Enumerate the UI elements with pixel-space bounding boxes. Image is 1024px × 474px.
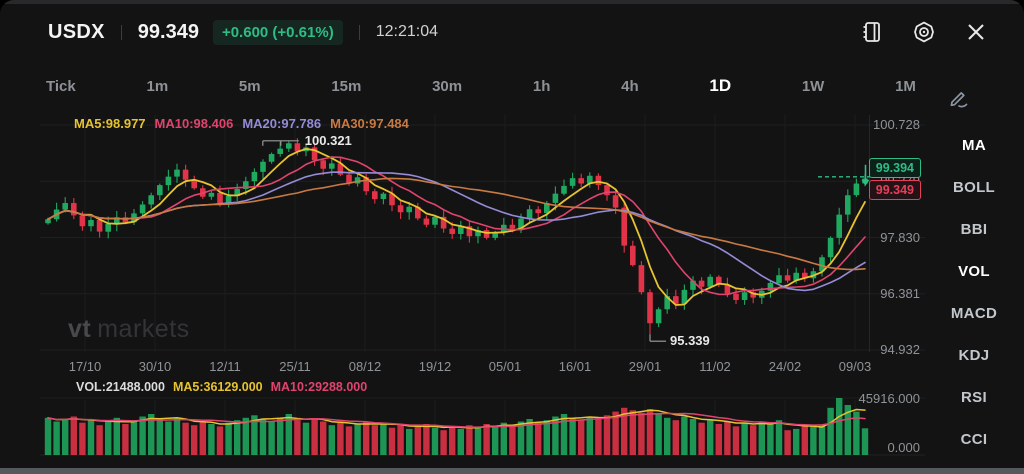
date-tick: 16/01 xyxy=(558,359,592,374)
tab-1h[interactable]: 1h xyxy=(532,77,551,95)
last-price: 99.349 xyxy=(137,20,199,43)
svg-text:95.339: 95.339 xyxy=(670,333,710,348)
date-tick: 05/01 xyxy=(488,359,522,374)
vol-ma10-value: MA10:29288.000 xyxy=(270,380,368,394)
price-axis-label: 96.381 xyxy=(880,286,920,301)
sidebar-item-boll[interactable]: BOLL xyxy=(952,178,996,196)
date-tick: 19/12 xyxy=(418,359,452,374)
tab-tick[interactable]: Tick xyxy=(46,77,76,95)
journal-icon[interactable] xyxy=(860,20,884,44)
tab-1m[interactable]: 1M xyxy=(895,77,916,95)
server-time: 12:21:04 xyxy=(375,23,438,40)
tab-1w[interactable]: 1W xyxy=(801,77,825,95)
sidebar-item-bbi[interactable]: BBI xyxy=(960,220,988,238)
window-bottom-edge xyxy=(0,468,1024,474)
settings-icon[interactable] xyxy=(912,20,936,44)
tab-5m[interactable]: 5m xyxy=(238,77,261,95)
date-tick: 29/01 xyxy=(628,359,662,374)
price-axis-label: 97.830 xyxy=(880,230,920,245)
vt-markets-watermark: vt markets xyxy=(68,315,190,343)
pencil-draw-icon[interactable] xyxy=(946,86,970,110)
sidebar-item-kdj[interactable]: KDJ xyxy=(958,346,990,364)
date-tick: 25/11 xyxy=(279,359,311,374)
volume-axis-max: 45916.000 xyxy=(858,391,920,406)
date-tick: 12/11 xyxy=(209,359,241,374)
date-tick: 08/12 xyxy=(348,359,382,374)
ma-legend: MA5:98.977 MA10:98.406 MA20:97.786 MA30:… xyxy=(74,116,409,131)
price-change-badge: +0.600 (+0.61%) xyxy=(212,19,343,45)
tab-30m[interactable]: 30m xyxy=(432,77,463,95)
vol-value: VOL:21488.000 xyxy=(76,380,165,394)
ma30-value: MA30:97.484 xyxy=(330,116,409,131)
ma10-value: MA10:98.406 xyxy=(154,116,234,131)
indicator-sidebar: MA BOLL BBI VOL MACD KDJ RSI CCI xyxy=(928,124,1020,460)
date-tick: 17/10 xyxy=(68,359,102,374)
divider xyxy=(120,24,122,40)
svg-text:100.321: 100.321 xyxy=(305,133,352,148)
vol-ma5-value: MA5:36129.000 xyxy=(172,380,263,394)
divider xyxy=(358,24,360,40)
date-tick: 09/03 xyxy=(838,359,872,374)
header-bar: USDX 99.349 +0.600 (+0.61%) 12:21:04 xyxy=(0,10,1024,54)
tab-1m[interactable]: 1m xyxy=(146,77,169,95)
last-price-badge: 99.394 xyxy=(868,158,921,178)
symbol-title: USDX xyxy=(48,20,105,43)
timeframe-tabs: Tick 1m 5m 15m 30m 1h 4h 1D 1W 1M xyxy=(42,74,920,98)
sidebar-item-cci[interactable]: CCI xyxy=(960,430,988,448)
sidebar-item-rsi[interactable]: RSI xyxy=(961,388,987,406)
sidebar-item-ma[interactable]: MA xyxy=(962,136,986,154)
price-axis-label: 94.932 xyxy=(880,342,920,357)
tab-15m[interactable]: 15m xyxy=(331,77,362,95)
close-icon[interactable] xyxy=(964,20,988,44)
volume-axis-min: 0.000 xyxy=(887,440,920,455)
date-tick: 30/10 xyxy=(138,359,172,374)
close-price-badge: 99.349 xyxy=(868,180,921,200)
price-axis-label: 100.728 xyxy=(873,117,920,132)
date-tick: 24/02 xyxy=(768,359,802,374)
volume-legend: VOL:21488.000 MA5:36129.000 MA10:29288.0… xyxy=(76,380,367,394)
window-top-edge xyxy=(0,0,1024,4)
date-tick: 11/02 xyxy=(699,359,731,374)
sidebar-item-macd[interactable]: MACD xyxy=(950,304,998,322)
sidebar-item-vol[interactable]: VOL xyxy=(958,262,990,280)
ma20-value: MA20:97.786 xyxy=(242,116,322,131)
tab-1d[interactable]: 1D xyxy=(709,76,732,95)
tab-4h[interactable]: 4h xyxy=(621,77,639,95)
ma5-value: MA5:98.977 xyxy=(74,116,146,131)
